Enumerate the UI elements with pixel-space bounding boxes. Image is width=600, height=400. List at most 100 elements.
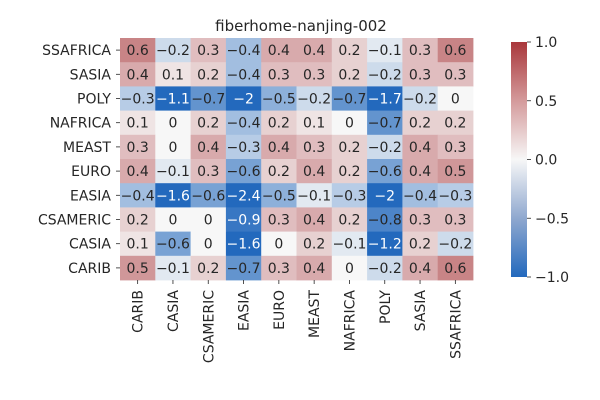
cell-value-label: 0.2 bbox=[338, 43, 360, 59]
cell-value-label: 0.3 bbox=[444, 140, 466, 156]
cell-value-label: 0.6 bbox=[444, 261, 466, 277]
cell-value-label: −0.3 bbox=[332, 188, 366, 204]
colorbar-ticks: 1.0 0.5 0.0 −0.5 −1.0 bbox=[527, 35, 569, 286]
y-tick-labels: SSAFRICA SASIA POLY NAFRICA MEAST EURO EASIA CS… bbox=[38, 43, 120, 277]
heatmap-cell bbox=[296, 231, 333, 257]
cell-value-label: 0.2 bbox=[268, 164, 290, 180]
cell-value-label: 0.3 bbox=[268, 261, 290, 277]
cell-value-label: −0.3 bbox=[438, 188, 472, 204]
cell-value-label: 0.3 bbox=[268, 67, 290, 83]
cell-value-label: −0.1 bbox=[156, 261, 190, 277]
heatmap-cell bbox=[225, 231, 262, 257]
heatmap-cell bbox=[120, 86, 156, 111]
cell-value-label: 0 bbox=[168, 213, 177, 229]
heatmap-cell bbox=[331, 86, 368, 111]
heatmap-cell bbox=[190, 86, 227, 111]
heatmap-cell bbox=[120, 207, 156, 232]
heatmap-cell bbox=[190, 207, 227, 232]
cell-value-label: −1.6 bbox=[156, 188, 190, 204]
cell-value-label: 0.4 bbox=[303, 43, 325, 59]
heatmap-cell bbox=[437, 86, 474, 111]
heatmap-cell bbox=[225, 86, 262, 111]
heatmap-cell bbox=[402, 159, 439, 184]
cell-value-label: 0.5 bbox=[444, 164, 466, 180]
heatmap-cell bbox=[331, 207, 368, 232]
cell-value-label: 0.2 bbox=[197, 67, 219, 83]
heatmap-cell bbox=[331, 38, 368, 63]
heatmap-cell bbox=[190, 183, 227, 208]
cell-value-label: −0.2 bbox=[297, 92, 331, 108]
y-tick-label: EASIA bbox=[70, 188, 111, 204]
y-tick-label: CARIB bbox=[68, 261, 111, 277]
cell-value-label: −1.2 bbox=[368, 237, 402, 253]
y-tick-label: CSAMERIC bbox=[38, 213, 111, 229]
heatmap-cell bbox=[155, 159, 191, 184]
cell-value-label: 0.3 bbox=[409, 213, 431, 229]
heatmap-cell bbox=[296, 134, 333, 160]
cell-value-label: 0.4 bbox=[268, 140, 290, 156]
heatmap-cell bbox=[190, 231, 227, 257]
colorbar-tick-label: −1.0 bbox=[535, 270, 569, 286]
heatmap-cell bbox=[367, 38, 403, 63]
cell-value-label: 0.4 bbox=[197, 140, 219, 156]
cell-value-label: 0.3 bbox=[303, 140, 325, 156]
heatmap-cell bbox=[261, 207, 297, 232]
heatmap-cell bbox=[261, 255, 297, 281]
cell-value-label: −1.7 bbox=[368, 92, 402, 108]
heatmap-cell bbox=[155, 62, 191, 87]
cell-value-label: −0.2 bbox=[156, 43, 190, 59]
y-tick-label: EURO bbox=[71, 164, 111, 180]
cell-value-label: 0.2 bbox=[338, 140, 360, 156]
cell-value-label: 0.2 bbox=[197, 261, 219, 277]
heatmap-cell bbox=[225, 183, 262, 208]
heatmap-cell bbox=[261, 62, 297, 87]
cell-value-label: −0.2 bbox=[368, 140, 402, 156]
cell-value-label: −0.6 bbox=[227, 164, 261, 180]
heatmap-cell bbox=[155, 183, 191, 208]
cell-value-label: 0 bbox=[204, 213, 213, 229]
heatmap-cell bbox=[155, 255, 191, 281]
cell-value-label: 0.3 bbox=[444, 67, 466, 83]
heatmap-cell bbox=[120, 231, 156, 257]
x-tick-label: EURO bbox=[272, 290, 288, 330]
cell-value-label: −0.7 bbox=[191, 92, 225, 108]
cell-value-label: −0.1 bbox=[156, 164, 190, 180]
heatmap-cell bbox=[437, 38, 474, 63]
heatmap-cell bbox=[296, 86, 333, 111]
cell-value-label: 0.4 bbox=[127, 67, 149, 83]
y-tick-label: MEAST bbox=[63, 140, 111, 156]
cell-value-label: 0.4 bbox=[409, 261, 431, 277]
cell-value-label: −0.4 bbox=[227, 43, 261, 59]
cell-value-label: −0.3 bbox=[227, 140, 261, 156]
cell-value-label: −0.3 bbox=[121, 92, 155, 108]
heatmap-cell bbox=[402, 86, 439, 111]
cell-value-label: 0.1 bbox=[127, 116, 149, 132]
cell-value-label: −0.1 bbox=[297, 188, 331, 204]
cell-value-label: −0.5 bbox=[262, 92, 296, 108]
heatmap-cell bbox=[120, 110, 156, 136]
heatmap-cell bbox=[402, 134, 439, 160]
heatmap-cell bbox=[437, 255, 474, 281]
heatmap-cell bbox=[402, 255, 439, 281]
heatmap-cell bbox=[367, 231, 403, 257]
heatmap-cell bbox=[261, 231, 297, 257]
cell-value-label: 0.4 bbox=[409, 164, 431, 180]
cell-value-label: 0 bbox=[168, 116, 177, 132]
cell-value-label: −0.2 bbox=[438, 237, 472, 253]
cell-value-label: 0.3 bbox=[303, 67, 325, 83]
cell-value-label: 0.1 bbox=[162, 67, 184, 83]
heatmap-cell bbox=[437, 231, 474, 257]
heatmap-cell bbox=[261, 110, 297, 136]
heatmap-cell bbox=[155, 134, 191, 160]
cell-value-label: −0.6 bbox=[191, 188, 225, 204]
heatmap-cell bbox=[120, 159, 156, 184]
heatmap-cell bbox=[155, 231, 191, 257]
heatmap-cell bbox=[296, 207, 333, 232]
heatmap-cells: 0.6 −0.2 0.3 −0.4 0.4 0.4 0.2 −0.1 0.3 0.6 0.4 0.1 0… bbox=[120, 38, 474, 281]
heatmap-cell bbox=[402, 110, 439, 136]
cell-value-label: 0 bbox=[451, 92, 460, 108]
cell-value-label: 0.3 bbox=[409, 43, 431, 59]
cell-value-label: −0.4 bbox=[403, 188, 437, 204]
cell-value-label: −1.1 bbox=[156, 92, 190, 108]
colorbar bbox=[511, 42, 527, 277]
